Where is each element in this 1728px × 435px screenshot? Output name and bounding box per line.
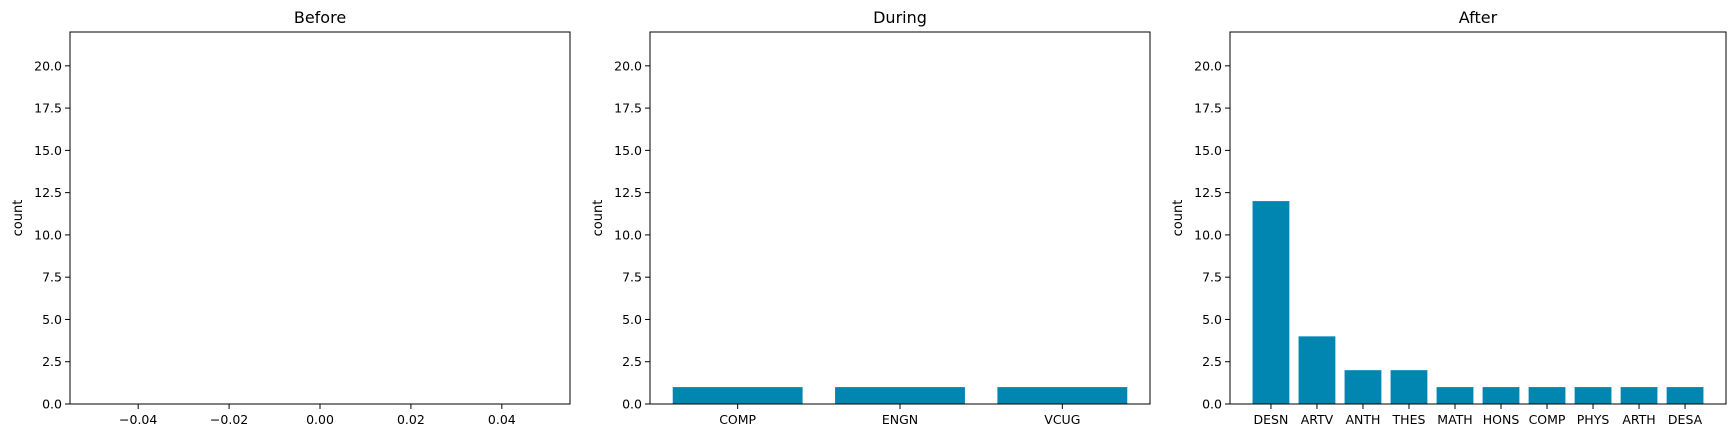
bar-comp bbox=[1528, 387, 1566, 404]
y-tick-label: 0.0 bbox=[42, 397, 62, 412]
y-tick-label: 0.0 bbox=[1202, 397, 1222, 412]
bar-phys bbox=[1574, 387, 1612, 404]
x-tick-label: COMP bbox=[719, 412, 756, 427]
y-tick-label: 17.5 bbox=[1194, 101, 1222, 116]
y-tick-label: 15.0 bbox=[34, 143, 62, 158]
y-axis-label: count bbox=[1171, 200, 1186, 237]
bar-thes bbox=[1390, 370, 1428, 404]
bar-arth bbox=[1620, 387, 1658, 404]
bar-artv bbox=[1298, 336, 1336, 404]
panel-title: After bbox=[1459, 8, 1498, 27]
y-tick-label: 5.0 bbox=[1202, 312, 1222, 327]
y-tick-label: 12.5 bbox=[34, 185, 62, 200]
x-tick-label: 0.02 bbox=[397, 412, 425, 427]
axes-frame bbox=[1229, 31, 1727, 405]
y-tick-label: 17.5 bbox=[34, 101, 62, 116]
y-tick-label: 2.5 bbox=[42, 354, 62, 369]
bar-desa bbox=[1666, 387, 1704, 404]
y-tick-label: 15.0 bbox=[1194, 143, 1222, 158]
axes-frame bbox=[649, 31, 1151, 405]
bar-math bbox=[1436, 387, 1474, 404]
y-tick-label: 20.0 bbox=[614, 58, 642, 73]
y-tick-label: 7.5 bbox=[42, 270, 62, 285]
y-tick-label: 20.0 bbox=[34, 58, 62, 73]
x-tick-label: 0.00 bbox=[306, 412, 334, 427]
y-tick-label: 20.0 bbox=[1194, 58, 1222, 73]
y-tick-label: 0.0 bbox=[622, 397, 642, 412]
bar-anth bbox=[1344, 370, 1382, 404]
axes-frame bbox=[69, 31, 571, 405]
y-tick-label: 12.5 bbox=[614, 185, 642, 200]
x-tick-label: DESN bbox=[1254, 412, 1289, 427]
x-tick-label: PHYS bbox=[1577, 412, 1610, 427]
y-tick-label: 7.5 bbox=[622, 270, 642, 285]
x-tick-label: THES bbox=[1392, 412, 1426, 427]
y-tick-label: 10.0 bbox=[1194, 227, 1222, 242]
x-tick-label: −0.02 bbox=[210, 412, 248, 427]
y-tick-label: 2.5 bbox=[1202, 354, 1222, 369]
x-tick-label: MATH bbox=[1437, 412, 1472, 427]
bar-vcug bbox=[997, 387, 1128, 404]
y-axis-label: count bbox=[591, 200, 606, 237]
x-tick-label: ARTV bbox=[1301, 412, 1334, 427]
y-tick-label: 10.0 bbox=[614, 227, 642, 242]
y-tick-label: 7.5 bbox=[1202, 270, 1222, 285]
x-tick-label: ENGN bbox=[882, 412, 918, 427]
y-tick-label: 17.5 bbox=[614, 101, 642, 116]
y-tick-label: 5.0 bbox=[622, 312, 642, 327]
bar-hons bbox=[1482, 387, 1520, 404]
x-tick-label: −0.04 bbox=[119, 412, 157, 427]
bar-desn bbox=[1252, 201, 1290, 404]
y-tick-label: 12.5 bbox=[1194, 185, 1222, 200]
x-tick-label: 0.04 bbox=[488, 412, 516, 427]
y-tick-label: 5.0 bbox=[42, 312, 62, 327]
x-tick-label: HONS bbox=[1483, 412, 1520, 427]
y-tick-label: 10.0 bbox=[34, 227, 62, 242]
x-tick-label: COMP bbox=[1529, 412, 1566, 427]
x-tick-label: ARTH bbox=[1622, 412, 1655, 427]
bar-engn bbox=[835, 387, 965, 404]
y-tick-label: 2.5 bbox=[622, 354, 642, 369]
panel-title: Before bbox=[294, 8, 346, 27]
x-tick-label: VCUG bbox=[1044, 412, 1080, 427]
x-tick-label: DESA bbox=[1668, 412, 1703, 427]
panel-title: During bbox=[873, 8, 927, 27]
y-tick-label: 15.0 bbox=[614, 143, 642, 158]
bar-comp bbox=[672, 387, 803, 404]
y-axis-label: count bbox=[11, 200, 26, 237]
x-tick-label: ANTH bbox=[1346, 412, 1381, 427]
